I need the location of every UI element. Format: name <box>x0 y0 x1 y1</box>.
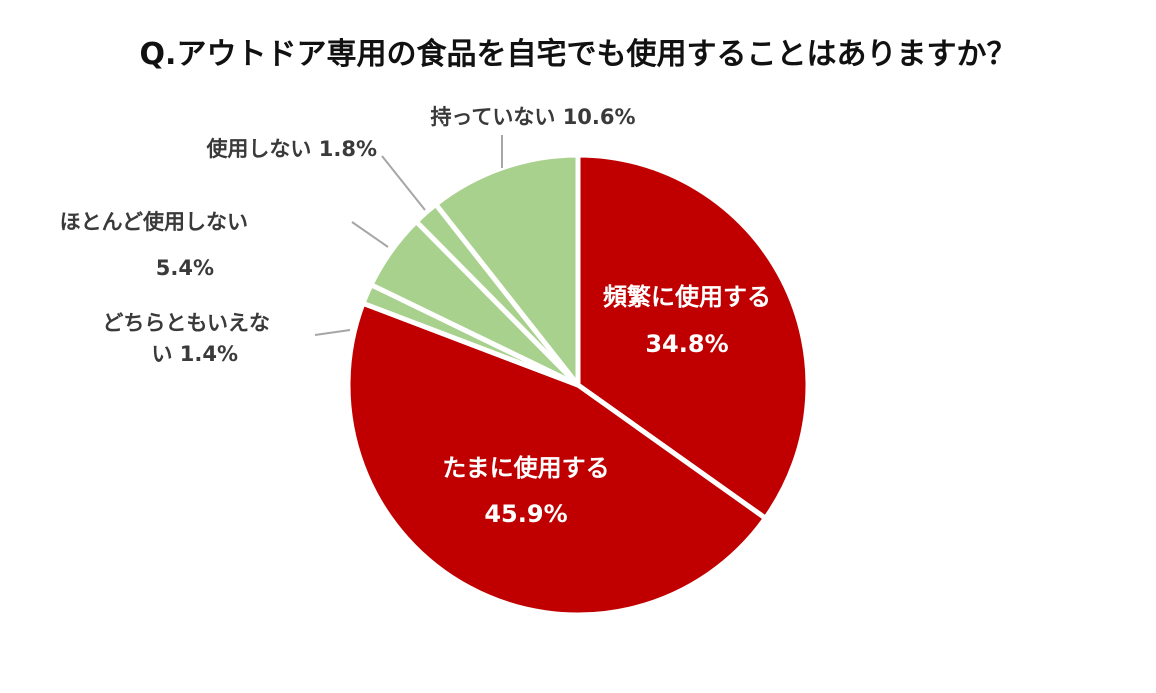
slice-4-leader-line <box>351 221 389 248</box>
slice-4-label-line-2: 5.4% <box>156 256 214 280</box>
leader-lines <box>314 135 503 336</box>
slice-1-value-label: 34.8% <box>645 330 728 358</box>
slice-3-label-line-1: どちらともいえな <box>102 311 270 335</box>
slice-6-label-line-1: 持っていない 10.6% <box>430 105 635 129</box>
chart-title: Q.アウトドア専用の食品を自宅でも使用することはありますか？ <box>140 37 1017 72</box>
pie-slices <box>345 152 811 618</box>
slice-2-value-label: 45.9% <box>484 500 567 528</box>
slice-2 <box>345 300 768 618</box>
slice-5-label-line-1: 使用しない 1.8% <box>205 137 377 161</box>
slice-3-label-line-2: い 1.4% <box>151 342 238 366</box>
slice-5-leader-line <box>381 155 426 211</box>
slice-4-label-line-1: ほとんど使用しない <box>60 210 248 234</box>
slice-1-label: 頻繁に使用する <box>603 283 771 311</box>
slice-1 <box>575 152 811 521</box>
slice-2-label: たまに使用する <box>442 454 609 482</box>
slice-3-leader-line <box>314 329 351 336</box>
